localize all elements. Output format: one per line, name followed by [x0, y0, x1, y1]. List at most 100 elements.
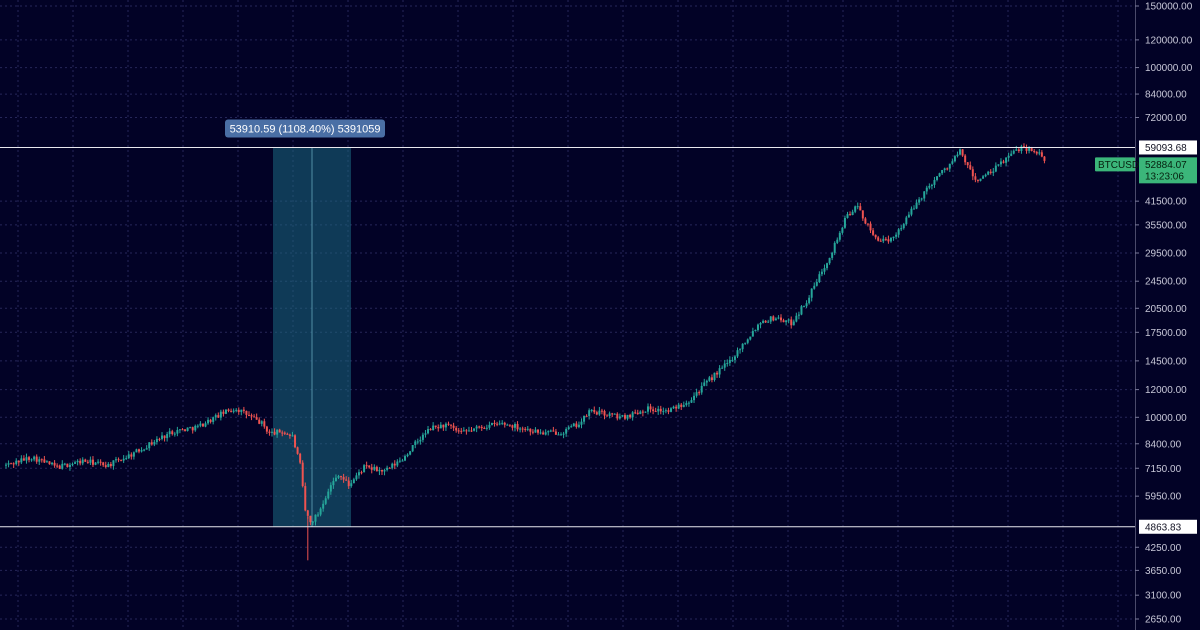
candle-body — [951, 161, 954, 164]
candle-body — [132, 452, 135, 457]
candle-body — [964, 155, 967, 163]
candle-body — [943, 168, 946, 171]
grid — [0, 0, 1135, 630]
candle-body — [94, 462, 97, 465]
candle-body — [498, 423, 501, 425]
candle-body — [884, 238, 887, 240]
candle-body — [562, 433, 565, 435]
candle-body — [826, 263, 829, 269]
candle-body — [58, 465, 61, 469]
candle-body — [247, 414, 250, 416]
candle-body — [337, 476, 340, 478]
candle-body — [253, 416, 256, 418]
candle-body — [672, 406, 675, 409]
candle-body — [815, 281, 818, 286]
candle-body — [864, 218, 867, 224]
candle-body — [554, 431, 557, 435]
candle-body — [503, 422, 506, 425]
horizontal-lines[interactable]: 59093.68 4863.83 — [0, 140, 1197, 534]
candle-body — [86, 461, 89, 463]
candle-body — [971, 169, 974, 177]
candle-body — [480, 426, 483, 429]
candle-body — [739, 349, 742, 351]
candle-body — [237, 409, 240, 413]
y-tick-label: 150000.00 — [1145, 2, 1193, 13]
candle-body — [447, 423, 450, 425]
candle-body — [629, 414, 632, 418]
candle-body — [1017, 149, 1020, 152]
candle-body — [795, 315, 798, 322]
candle-body — [877, 237, 880, 241]
candle-body — [171, 431, 174, 435]
candle-body — [529, 428, 532, 432]
candle-body — [813, 285, 816, 289]
candle-body — [833, 242, 836, 253]
candle-body — [756, 324, 759, 330]
candle-body — [759, 322, 762, 325]
candle-body — [401, 460, 404, 462]
candle-body — [966, 162, 969, 166]
y-tick-label: 14500.00 — [1145, 356, 1187, 367]
candle-body — [828, 257, 831, 264]
measure-range[interactable]: 53910.59 (1108.40%) 5391059 — [225, 119, 385, 527]
candle-body — [836, 239, 839, 243]
candle-body — [150, 442, 153, 445]
price-axis[interactable]: 150000.00 120000.00 100000.00 84000.00 72000… — [1135, 0, 1193, 630]
candle-body — [45, 461, 48, 463]
candle-body — [17, 460, 20, 463]
y-tick-label: 29500.00 — [1145, 248, 1187, 259]
candle-body — [273, 431, 276, 435]
candle-body — [360, 472, 363, 474]
y-tick-label: 72000.00 — [1145, 113, 1187, 124]
candle-body — [667, 410, 670, 412]
candle-body — [902, 224, 905, 229]
candle-body — [10, 463, 13, 465]
candle-body — [375, 466, 378, 472]
candle-body — [493, 423, 496, 425]
horizontal-line-tag — [1139, 140, 1197, 155]
candle-body — [117, 459, 120, 461]
candle-body — [148, 442, 151, 449]
candle-body — [869, 223, 872, 231]
candle-body — [51, 462, 54, 465]
candle-body — [849, 214, 852, 216]
candle-body — [682, 405, 685, 407]
candle-body — [20, 458, 23, 463]
candle-body — [102, 462, 105, 466]
candle-body — [677, 404, 680, 409]
candle-body — [66, 463, 69, 468]
candle-body — [478, 426, 481, 428]
y-tick-label: 4250.00 — [1145, 543, 1182, 554]
candle-body — [224, 409, 227, 414]
candle-body — [636, 412, 639, 415]
candle-body — [733, 356, 736, 360]
candle-body — [1022, 146, 1025, 148]
candle-body — [38, 459, 41, 462]
candle-body — [393, 463, 396, 466]
candle-body — [1015, 149, 1018, 151]
candle-body — [444, 423, 447, 428]
candle-body — [513, 424, 516, 428]
candle-body — [961, 149, 964, 156]
candle-body — [465, 430, 468, 432]
candle-body — [918, 199, 921, 203]
candle-body — [1005, 157, 1008, 163]
y-tick-label: 35500.00 — [1145, 220, 1187, 231]
candle-body — [687, 402, 690, 404]
candle-body — [490, 423, 493, 425]
candle-body — [386, 467, 389, 470]
candle-body — [746, 339, 749, 343]
candle-body — [524, 428, 527, 430]
candle-body — [189, 427, 192, 429]
candle-body — [800, 306, 803, 315]
candle-body — [437, 427, 440, 429]
candle-body — [411, 445, 414, 452]
candle-body — [467, 430, 470, 432]
candle-body — [127, 454, 130, 459]
candle-body — [35, 456, 38, 462]
horizontal-line-label: 59093.68 — [1145, 143, 1187, 154]
candle-body — [306, 510, 309, 516]
